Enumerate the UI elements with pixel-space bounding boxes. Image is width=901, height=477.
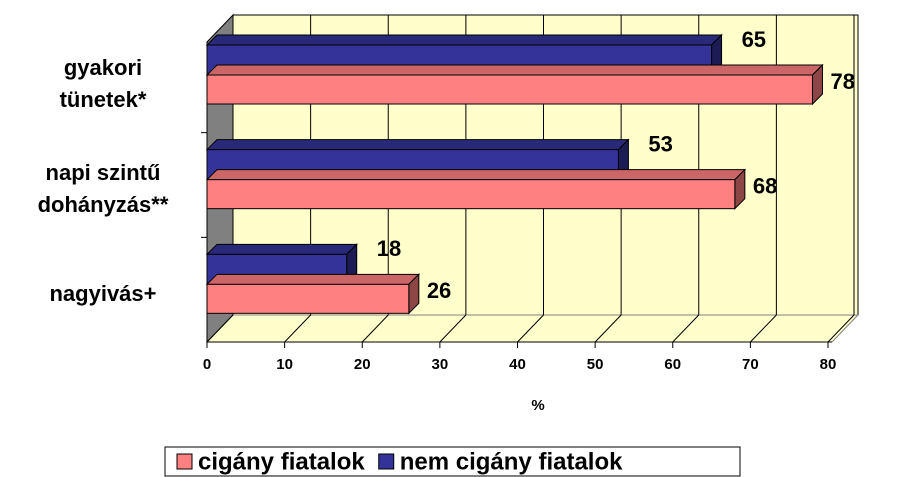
floor-grid-line (439, 314, 467, 343)
x-tick-label: 10 (276, 356, 293, 373)
bar (205, 273, 421, 315)
bar (205, 63, 824, 106)
x-tick-label: 20 (354, 356, 371, 373)
bar-face (205, 169, 747, 181)
bar-face (206, 179, 736, 210)
x-tick-label: 30 (432, 356, 449, 373)
bar-face (205, 243, 358, 255)
value-label: 18 (377, 236, 401, 261)
floor-grid-line (284, 314, 311, 343)
x-tick-label: 50 (587, 356, 604, 373)
floor-grid-line (517, 314, 544, 343)
floor-grid-line (750, 314, 777, 343)
floor-grid-line (827, 314, 855, 343)
floor-grid-line (594, 314, 622, 343)
legend-label: nem cigány fiatalok (400, 448, 623, 475)
value-label: 65 (742, 27, 766, 52)
bar-face (206, 74, 813, 105)
bar-face (206, 283, 410, 314)
x-tick-label: 40 (509, 356, 526, 373)
bar (205, 168, 747, 210)
x-tick-label: 80 (820, 356, 837, 373)
floor (205, 314, 860, 343)
bar-face (205, 64, 824, 76)
value-label: 26 (427, 278, 451, 303)
floor-grid-line (672, 314, 700, 343)
legend-label: cigány fiatalok (198, 448, 365, 475)
legend-box (164, 446, 741, 477)
bar-face (205, 273, 421, 285)
x-tick-label: 60 (664, 356, 681, 373)
category-label: napi szintű dohányzás** (37, 160, 169, 217)
legend-swatch (176, 453, 193, 470)
x-axis-title: % (531, 397, 544, 414)
legend-swatch (378, 453, 395, 470)
x-tick-label: 0 (203, 356, 211, 373)
category-label: nagyivás+ (49, 280, 157, 306)
value-label: 68 (753, 173, 777, 198)
value-label: 78 (830, 69, 854, 94)
category-label: gyakori tünetek* (59, 55, 147, 113)
x-tick-label: 70 (742, 356, 759, 373)
bar-face (205, 34, 723, 46)
floor-grid-line (206, 314, 234, 343)
floor-grid-line (361, 314, 389, 343)
bar-face (205, 139, 630, 151)
value-label: 53 (648, 131, 672, 156)
